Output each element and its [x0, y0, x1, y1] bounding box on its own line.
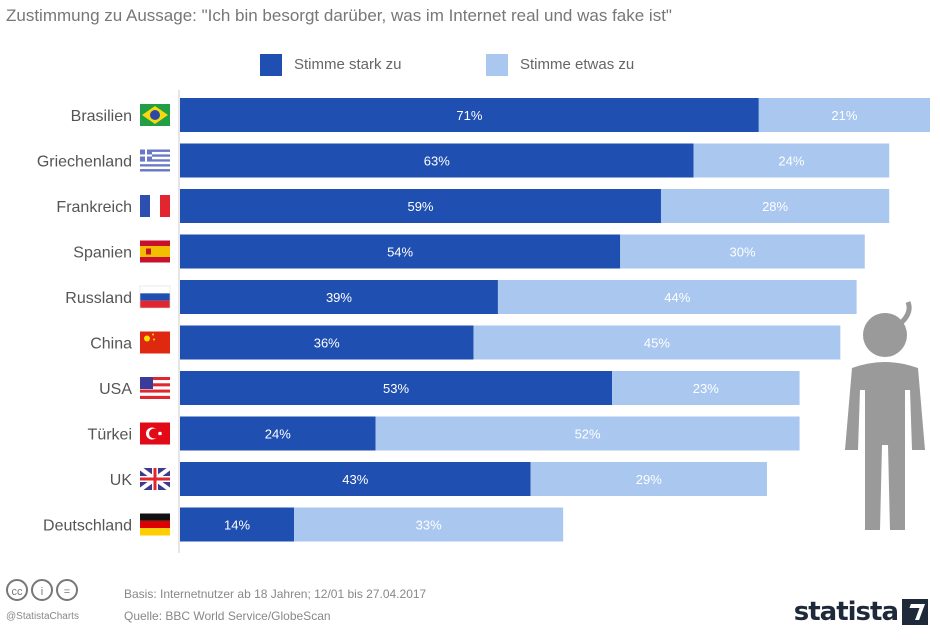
footer: cc i = @StatistaCharts Basis: Internetnutz… — [0, 575, 940, 635]
bar-strong-spanien — [180, 234, 621, 269]
basis-note: Basis: Internetnutzer ab 18 Jahren; 12/0… — [124, 587, 427, 601]
bar-some-russland — [497, 280, 857, 314]
usa-flag-icon — [140, 377, 170, 399]
bar-strong-frankreich — [180, 189, 661, 223]
category-label-griechenland: Griechenland — [37, 154, 132, 171]
bar-strong-türkei — [180, 416, 376, 451]
data-label-some-china: 45% — [644, 336, 670, 351]
uk-flag-icon — [138, 466, 172, 492]
brazil-flag-icon — [140, 104, 170, 126]
category-label-usa: USA — [99, 381, 132, 398]
data-label-some-deutschland: 33% — [416, 518, 442, 533]
bar-strong-griechenland — [180, 143, 694, 178]
data-label-strong-türkei: 24% — [265, 427, 291, 442]
by-icon[interactable]: i — [31, 579, 53, 601]
statista-logo[interactable]: statista — [794, 597, 928, 629]
infocharts-handle[interactable]: @StatistaCharts — [6, 611, 79, 622]
bar-some-brasilien — [758, 98, 930, 132]
data-label-some-frankreich: 28% — [762, 199, 788, 214]
category-label-russland: Russland — [65, 290, 132, 307]
data-label-strong-spanien: 54% — [387, 245, 413, 260]
data-label-some-usa: 23% — [693, 381, 719, 396]
legend-label-strong: Stimme stark zu — [294, 56, 402, 73]
brand-text: statista — [793, 597, 899, 627]
nd-icon[interactable]: = — [56, 579, 78, 601]
category-label-china: China — [90, 336, 132, 353]
data-label-strong-frankreich: 59% — [407, 199, 433, 214]
data-label-some-türkei: 52% — [575, 427, 601, 442]
license-icons: cc i = — [6, 579, 81, 601]
data-label-strong-griechenland: 63% — [424, 154, 450, 169]
china-flag-icon — [140, 331, 170, 354]
data-label-some-russland: 44% — [664, 290, 690, 305]
spain-flag-icon — [140, 240, 170, 263]
cc-icon[interactable]: cc — [6, 579, 28, 601]
chart-subtitle: Zustimmung zu Aussage: "Ich bin besorgt … — [6, 6, 672, 25]
bar-some-spanien — [620, 234, 865, 269]
data-label-strong-uk: 43% — [342, 472, 368, 487]
bar-some-china — [473, 325, 841, 360]
data-label-strong-brasilien: 71% — [456, 108, 482, 123]
statista-logo-icon — [902, 599, 928, 625]
legend-label-some: Stimme etwas zu — [520, 56, 635, 73]
data-label-some-griechenland: 24% — [778, 154, 804, 169]
category-label-spanien: Spanien — [73, 245, 132, 262]
russia-flag-icon — [139, 285, 171, 309]
bar-strong-usa — [180, 371, 613, 405]
data-label-strong-china: 36% — [314, 336, 340, 351]
bar-strong-deutschland — [180, 507, 295, 542]
bar-some-usa — [612, 371, 800, 405]
greece-flag-icon — [140, 149, 170, 172]
germany-flag-icon — [140, 513, 170, 536]
data-label-some-uk: 29% — [636, 472, 662, 487]
bar-strong-uk — [180, 462, 531, 496]
data-label-strong-usa: 53% — [383, 381, 409, 396]
concerned-person-icon — [845, 301, 925, 530]
bar-some-uk — [530, 462, 767, 496]
bar-some-türkei — [375, 416, 800, 451]
source-note: Quelle: BBC World Service/GlobeScan — [124, 609, 331, 623]
bar-some-deutschland — [294, 507, 564, 542]
bar-some-frankreich — [660, 189, 890, 223]
bar-chart: Brasilien 71% 21% Griechenland 63% 24% Frankre… — [37, 90, 930, 553]
france-flag-icon — [140, 195, 170, 217]
bar-strong-russland — [180, 280, 498, 314]
bar-strong-brasilien — [180, 98, 759, 132]
category-label-frankreich: Frankreich — [56, 199, 132, 216]
category-label-türkei: Türkei — [88, 427, 132, 444]
data-label-strong-deutschland: 14% — [224, 518, 250, 533]
data-label-some-spanien: 30% — [729, 245, 755, 260]
bar-strong-china — [180, 325, 474, 360]
legend-swatch-some — [486, 54, 508, 76]
category-label-brasilien: Brasilien — [71, 108, 132, 125]
category-label-uk: UK — [110, 472, 133, 489]
legend-swatch-strong — [260, 54, 282, 76]
turkey-flag-icon — [140, 422, 170, 445]
data-label-some-brasilien: 21% — [831, 108, 857, 123]
category-label-deutschland: Deutschland — [43, 518, 132, 535]
data-label-strong-russland: 39% — [326, 290, 352, 305]
bar-some-griechenland — [693, 143, 890, 178]
